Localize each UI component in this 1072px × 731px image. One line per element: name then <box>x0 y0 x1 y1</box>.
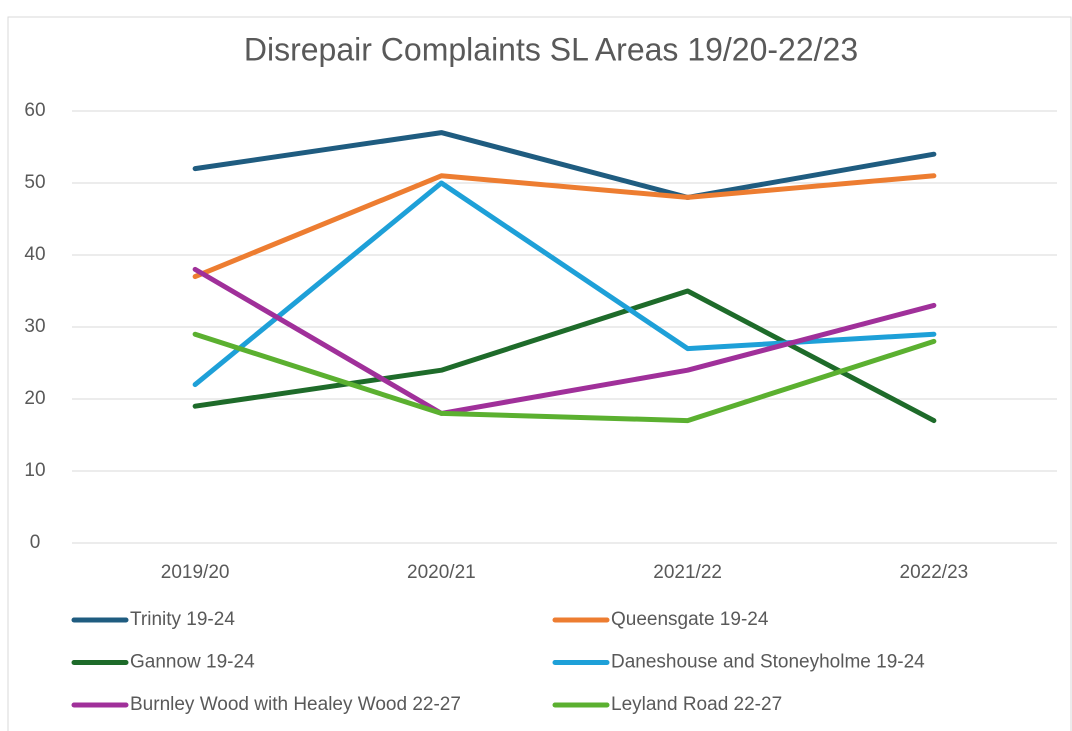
x-tick-label: 2021/22 <box>653 562 722 583</box>
legend-label: Gannow 19-24 <box>130 652 255 673</box>
legend-label: Daneshouse and Stoneyholme 19-24 <box>611 652 925 673</box>
legend-label: Trinity 19-24 <box>130 609 235 630</box>
line <box>192 288 937 424</box>
legend-label: Queensgate 19-24 <box>611 609 769 630</box>
line <box>192 331 937 424</box>
y-tick-label: 0 <box>30 532 41 553</box>
chart-title: Disrepair Complaints SL Areas 19/20-22/2… <box>244 31 858 67</box>
legend-label: Burnley Wood with Healey Wood 22-27 <box>130 694 461 715</box>
y-tick-label: 50 <box>24 172 45 193</box>
x-tick-label: 2019/20 <box>161 562 230 583</box>
y-tick-label: 10 <box>24 460 45 481</box>
y-tick-label: 60 <box>24 100 45 121</box>
legend-label: Leyland Road 22-27 <box>611 694 782 715</box>
x-tick-label: 2022/23 <box>900 562 969 583</box>
line <box>192 130 937 200</box>
y-tick-label: 40 <box>24 244 45 265</box>
y-tick-label: 30 <box>24 316 45 337</box>
line <box>192 173 937 280</box>
line <box>192 180 937 388</box>
line <box>192 266 937 416</box>
y-tick-label: 20 <box>24 388 45 409</box>
x-tick-label: 2020/21 <box>407 562 476 583</box>
chart-border <box>7 16 1072 731</box>
